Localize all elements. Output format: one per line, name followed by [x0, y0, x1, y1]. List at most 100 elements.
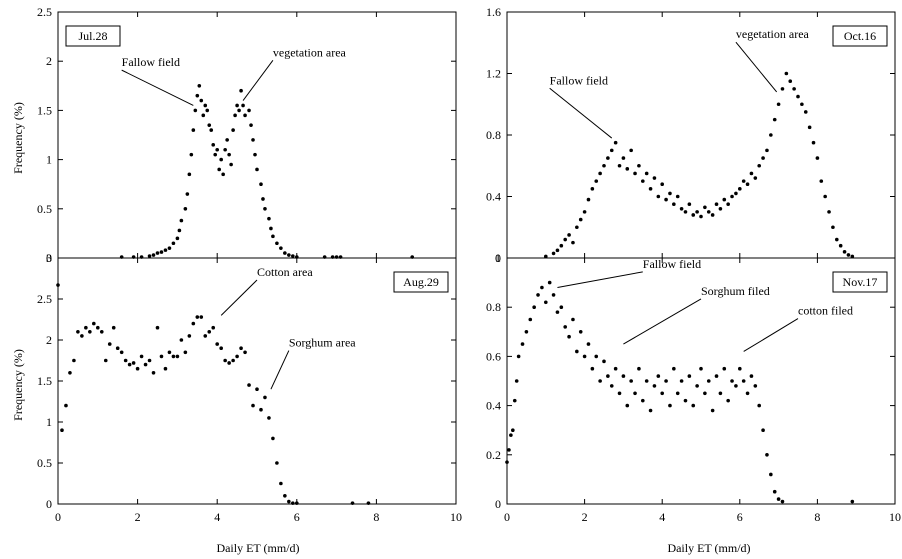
data-point-jul28 — [253, 152, 257, 157]
data-point-aug29 — [215, 342, 219, 346]
data-point-aug29 — [271, 436, 275, 441]
x-tick-label-nov17: 4 — [659, 510, 665, 524]
data-point-jul28 — [199, 98, 204, 103]
data-point-nov17 — [613, 366, 618, 371]
data-point-nov17 — [722, 366, 727, 371]
data-point-aug29 — [295, 501, 299, 505]
data-point-nov17 — [850, 499, 855, 504]
data-point-oct16 — [765, 148, 769, 153]
data-point-aug29 — [135, 366, 140, 371]
x-tick-label-aug29: 4 — [214, 510, 220, 524]
data-point-nov17 — [509, 433, 513, 437]
annotation-leader-aug29 — [270, 350, 290, 390]
data-point-nov17 — [606, 374, 610, 378]
data-point-jul28 — [247, 108, 251, 113]
annotation-leader-nov17 — [623, 298, 702, 345]
data-point-oct16 — [792, 87, 796, 91]
date-label-box-aug29 — [393, 271, 449, 293]
data-point-oct16 — [796, 94, 800, 99]
data-point-jul28 — [177, 228, 182, 233]
data-point-nov17 — [532, 305, 536, 310]
data-point-oct16 — [683, 210, 688, 214]
data-point-jul28 — [217, 167, 221, 172]
data-point-aug29 — [72, 358, 76, 363]
data-point-nov17 — [516, 354, 521, 359]
annotation-leader-oct16 — [549, 87, 613, 139]
data-point-nov17 — [660, 391, 664, 396]
data-point-jul28 — [249, 123, 253, 127]
data-point-oct16 — [823, 194, 827, 199]
data-point-nov17 — [633, 391, 637, 396]
data-point-aug29 — [127, 362, 132, 367]
data-point-jul28 — [147, 254, 152, 258]
data-point-aug29 — [80, 334, 84, 338]
data-point-oct16 — [668, 191, 672, 196]
data-point-oct16 — [788, 79, 793, 83]
data-point-nov17 — [699, 366, 703, 371]
data-point-oct16 — [625, 167, 630, 171]
data-point-oct16 — [846, 253, 851, 257]
data-point-nov17 — [683, 398, 688, 403]
data-point-aug29 — [251, 403, 255, 408]
data-point-oct16 — [633, 171, 637, 176]
data-point-nov17 — [637, 366, 641, 371]
data-point-oct16 — [811, 140, 816, 145]
data-point-jul28 — [189, 152, 194, 157]
y-tick-label-aug29: 2 — [46, 333, 52, 347]
annotation-leader-jul28 — [121, 69, 194, 106]
data-point-nov17 — [772, 489, 777, 494]
data-point-nov17 — [547, 280, 552, 285]
data-point-jul28 — [225, 138, 229, 142]
data-point-jul28 — [267, 216, 271, 221]
data-point-nov17 — [524, 330, 529, 334]
data-point-nov17 — [664, 379, 668, 383]
data-point-aug29 — [366, 501, 371, 505]
data-point-jul28 — [229, 162, 233, 167]
data-point-aug29 — [195, 315, 200, 319]
y-tick-label-aug29: 2.5 — [37, 292, 52, 306]
data-point-aug29 — [131, 361, 136, 365]
data-point-jul28 — [205, 108, 210, 113]
data-point-nov17 — [761, 428, 765, 433]
date-label-oct16: Oct.16 — [844, 29, 876, 43]
data-point-nov17 — [602, 359, 606, 364]
data-point-oct16 — [609, 148, 614, 153]
data-point-aug29 — [275, 461, 279, 465]
data-point-oct16 — [582, 210, 587, 214]
data-point-nov17 — [672, 366, 676, 371]
data-point-oct16 — [842, 250, 847, 254]
data-point-nov17 — [590, 366, 595, 371]
y-tick-label-nov17: 1 — [495, 251, 501, 265]
data-point-nov17 — [757, 403, 761, 408]
data-point-aug29 — [60, 428, 64, 433]
data-point-jul28 — [191, 128, 196, 132]
data-point-oct16 — [598, 171, 602, 176]
data-point-aug29 — [235, 354, 239, 359]
data-point-jul28 — [219, 157, 223, 162]
data-point-aug29 — [191, 321, 196, 326]
data-point-oct16 — [749, 171, 754, 176]
data-point-jul28 — [155, 251, 160, 255]
data-point-aug29 — [107, 342, 112, 346]
data-point-nov17 — [507, 448, 511, 452]
data-point-oct16 — [679, 207, 684, 211]
data-point-aug29 — [211, 325, 216, 330]
x-tick-label-aug29: 10 — [450, 510, 462, 524]
data-point-aug29 — [287, 499, 291, 504]
date-label-box-nov17 — [832, 271, 888, 293]
y-tick-label-jul28: 1.5 — [37, 103, 52, 117]
data-point-oct16 — [571, 240, 575, 245]
annotation-leader-jul28 — [242, 59, 274, 101]
data-point-nov17 — [578, 330, 583, 334]
annotation-leader-oct16 — [735, 41, 778, 93]
data-point-nov17 — [706, 379, 711, 383]
data-point-nov17 — [575, 349, 579, 354]
data-point-aug29 — [103, 358, 108, 363]
data-point-jul28 — [269, 226, 273, 231]
data-point-oct16 — [706, 210, 711, 214]
data-point-aug29 — [99, 330, 104, 334]
data-point-nov17 — [512, 398, 517, 403]
